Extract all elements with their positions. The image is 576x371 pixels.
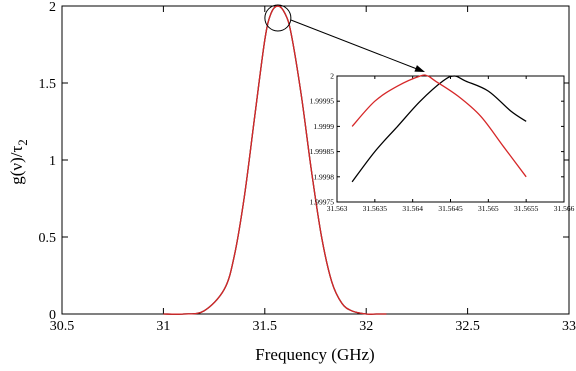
main-x-tick-label: 33 [562,319,576,334]
inset-frame [336,75,565,203]
zoom-arrow-line [290,19,418,70]
inset-y-tick-label: 2 [330,72,334,81]
main-x-tick-label: 30.5 [50,319,75,334]
main-y-tick-label: 0.5 [39,231,57,246]
main-plot: 30.5 31 31.5 32 32.5 33 0 0.5 1 1.5 2 [39,0,576,334]
inset-y-tick-label: 1.99975 [310,198,335,207]
main-y-tick-label: 1 [49,154,56,169]
inset-y-tick-label: 1.9998 [313,172,334,181]
main-x-tick-label: 31.5 [253,319,278,334]
inset-series-black-line [351,75,527,183]
inset-series-red-line [351,74,527,178]
main-x-tick-label: 32.5 [455,319,480,334]
main-series-red-line [163,5,387,315]
inset-plot: 31.563 31.5635 31.564 31.5645 31.565 31.5655 3… [310,72,575,214]
y-axis-label-subscript: 2 [15,139,30,146]
y-axis-label-main: g(ν)/τ [7,146,26,185]
inset-x-tick-label: 31.5645 [438,204,463,213]
inset-x-tick-label: 31.563 [327,204,348,213]
main-x-tick-label: 31 [156,319,170,334]
main-x-tick-label: 32 [359,319,373,334]
inset-x-tick-label: 31.565 [478,204,499,213]
main-y-tick-label: 0 [49,308,56,323]
zoom-arrow-head [414,65,425,72]
y-axis-label: g(ν)/τ2 [7,139,30,185]
x-axis-label: Frequency (GHz) [255,345,374,364]
main-y-tick-label: 1.5 [39,77,57,92]
inset-y-tick-label: 1.9999 [313,122,334,131]
inset-y-tick-label: 1.99985 [310,147,335,156]
inset-x-tick-label: 31.5655 [514,204,539,213]
inset-y-tick-label: 1.99995 [310,97,335,106]
inset-x-tick-label: 31.566 [554,204,575,213]
zoom-circle [264,4,292,32]
main-y-tick-label: 2 [49,0,56,15]
inset-x-tick-label: 31.564 [402,204,423,213]
inset-x-tick-label: 31.5635 [363,204,388,213]
